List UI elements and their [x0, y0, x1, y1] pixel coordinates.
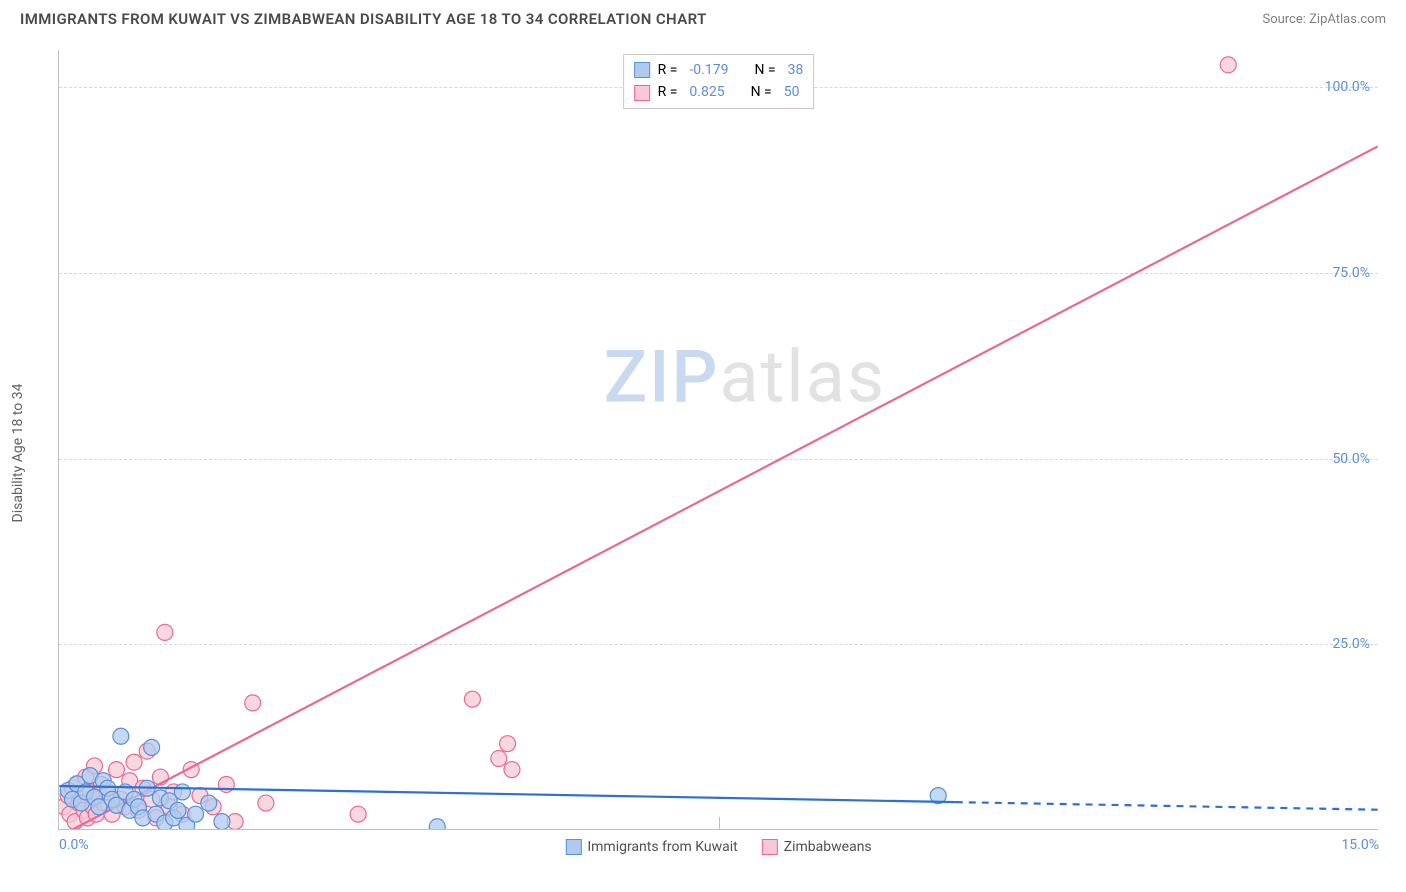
swatch-zimbabwe: [634, 85, 650, 101]
legend-stats-row-1: R = 0.825 N = 50: [634, 81, 804, 103]
scatter-point: [214, 814, 230, 829]
scatter-point: [464, 691, 480, 707]
x-tick-label: 15.0%: [1341, 837, 1379, 853]
scatter-point: [201, 795, 217, 811]
scatter-point: [144, 739, 160, 755]
swatch-zimbabwe: [762, 839, 778, 855]
scatter-point: [1220, 57, 1236, 73]
legend-stats-box: R = -0.179 N = 38 R = 0.825 N = 50: [623, 54, 815, 109]
scatter-point: [174, 784, 190, 800]
stat-r-value-1: 0.825: [689, 81, 724, 103]
scatter-point: [429, 819, 445, 829]
header: IMMIGRANTS FROM KUWAIT VS ZIMBABWEAN DIS…: [0, 0, 1406, 34]
plot-area: ZIPatlas 25.0%50.0%75.0%100.0% 0.0%15.0%…: [58, 50, 1378, 830]
legend-item-zimbabwe: Zimbabweans: [762, 839, 872, 855]
scatter-point: [157, 624, 173, 640]
source-attribution: Source: ZipAtlas.com: [1262, 12, 1386, 27]
stat-r-label: R =: [658, 81, 678, 103]
scatter-point: [113, 728, 129, 744]
legend-stats-row-0: R = -0.179 N = 38: [634, 59, 804, 81]
stat-n-label: N =: [754, 59, 775, 81]
scatter-point: [500, 736, 516, 752]
stat-r-value-0: -0.179: [689, 59, 728, 81]
stat-n-label: N =: [751, 81, 772, 103]
regression-line: [59, 146, 1377, 829]
scatter-point: [170, 802, 186, 818]
scatter-point: [504, 762, 520, 778]
swatch-kuwait: [634, 62, 650, 78]
scatter-point: [188, 806, 204, 822]
swatch-kuwait: [565, 839, 581, 855]
scatter-point: [126, 754, 142, 770]
stat-n-value-0: 38: [788, 59, 804, 81]
scatter-point: [245, 695, 261, 711]
legend-item-kuwait: Immigrants from Kuwait: [565, 839, 737, 855]
scatter-point: [350, 806, 366, 822]
chart-container: Disability Age 18 to 34 ZIPatlas 25.0%50…: [48, 40, 1388, 850]
scatter-point: [491, 751, 507, 767]
stat-r-label: R =: [658, 59, 678, 81]
scatter-point: [258, 795, 274, 811]
scatter-point: [108, 762, 124, 778]
stat-n-value-1: 50: [784, 81, 800, 103]
y-axis-label: Disability Age 18 to 34: [10, 384, 26, 523]
chart-title: IMMIGRANTS FROM KUWAIT VS ZIMBABWEAN DIS…: [20, 10, 707, 28]
scatter-plot-svg: [59, 50, 1378, 829]
legend-bottom: Immigrants from Kuwait Zimbabweans: [565, 839, 871, 855]
regression-line-dashed: [956, 802, 1378, 810]
x-tick-label: 0.0%: [59, 837, 89, 853]
